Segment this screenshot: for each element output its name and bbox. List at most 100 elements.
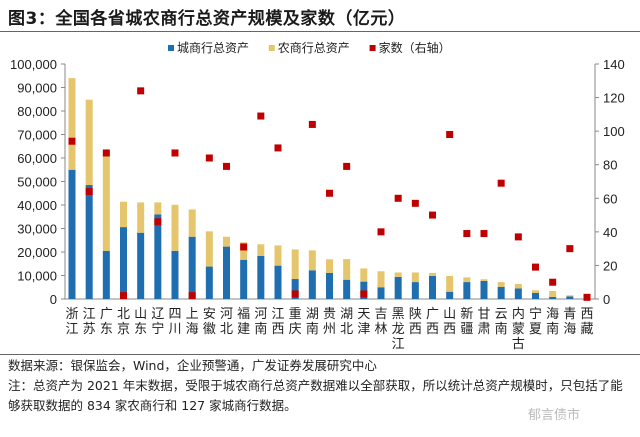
bar-city-黑龙江 [394,276,402,299]
x-tick-label: 津 [357,322,370,337]
x-tick-label: 福 [237,307,250,322]
source-text: 数据来源：银保监会，Wind，企业预警通，广发证券发展研究中心 [8,358,377,373]
bar-rural-上海 [188,209,196,237]
x-tick-label: 北 [340,322,353,337]
bar-rural-宁夏 [532,290,539,293]
x-tick-label: 徽 [203,322,216,337]
x-tick-label: 山 [443,307,456,322]
bar-city-安徽 [205,266,213,299]
x-tick-label: 宁 [529,306,542,322]
watermark: 郁言债市 [528,408,581,423]
right-tick-label: 80 [603,158,617,173]
x-tick-label: 四 [168,307,181,322]
bar-rural-北京 [120,201,127,228]
x-tick-label: 江 [271,307,284,322]
x-tick-label: 江 [83,307,96,322]
bar-city-甘肃 [480,280,488,299]
bar-city-上海 [188,236,196,299]
x-tick-label: 西 [426,322,439,337]
x-tick-label: 庆 [289,322,302,337]
divider [0,354,640,355]
bar-rural-山西 [446,275,454,292]
point-count-河南 [257,112,265,120]
bar-city-内蒙古 [514,288,522,299]
bar-city-海南 [549,296,557,299]
bar-rural-贵州 [326,259,333,273]
x-tick-label: 内 [512,306,525,322]
note-text: 注：总资产为 2021 年末数据，受限于城农商行总资产数据难以全部获取，所以统计… [8,378,623,413]
bar-rural-四川 [171,204,179,251]
x-tick-label: 海 [563,322,576,337]
left-tick-label: 70,000 [17,128,57,143]
bar-rural-青海 [566,295,574,297]
x-tick-label: 龙 [392,322,405,337]
x-tick-label: 青 [563,307,576,322]
point-count-湖北 [343,162,351,170]
x-tick-label: 西 [443,322,456,337]
right-tick-label: 0 [603,292,610,307]
x-tick-label: 重 [289,306,302,322]
bar-rural-安徽 [205,231,213,267]
chart: 0 10,000 20,000 30,000 40,000 50,000 60,000 70,… [10,40,625,352]
bar-city-河南 [257,255,265,299]
point-count-江西 [274,144,282,152]
point-count-青海 [566,245,574,253]
figure-title: 图3：全国各省城农商行总资产规模及家数（亿元） [8,9,406,29]
right-tick-label: 140 [603,57,625,72]
point-count-宁夏 [532,263,539,271]
legend-swatch [168,45,174,51]
left-tick-label: 90,000 [17,81,57,96]
x-tick-label: 湖 [306,307,319,322]
x-tick-label: 江 [392,337,405,352]
x-tick-label: 东 [100,322,113,337]
x-tick-label: 山 [134,307,147,322]
x-tick-label: 西 [580,307,593,322]
right-tick-label: 100 [603,124,625,139]
bar-city-广东 [102,250,110,299]
legend-swatch [369,45,376,51]
point-count-陕西 [411,199,419,207]
right-tick-label: 60 [603,191,617,206]
point-count-四川 [171,149,179,157]
bar-city-河北 [223,246,230,299]
point-count-上海 [188,292,196,300]
x-tick-label: 肃 [477,322,490,337]
point-count-黑龙江 [394,194,402,202]
divider [0,31,640,32]
right-tick-label: 40 [603,225,617,240]
point-count-内蒙古 [514,233,522,241]
x-tick-label: 南 [546,321,559,337]
bar-city-四川 [171,250,179,299]
x-tick-label: 疆 [460,322,473,337]
point-count-广西 [429,211,436,219]
bar-rural-浙江 [68,78,76,170]
x-tick-label: 黑 [392,307,405,322]
point-count-山西 [446,131,454,138]
point-count-山东 [137,87,145,95]
x-tick-label: 辽 [151,307,164,322]
point-count-吉林 [377,228,385,236]
point-count-浙江 [68,137,76,145]
left-tick-label: 50,000 [17,175,57,190]
x-tick-label: 古 [512,337,525,352]
bar-rural-江西 [274,245,282,266]
bar-city-北京 [120,227,127,299]
point-count-新疆 [463,230,471,238]
point-count-西藏 [583,293,591,301]
bar-city-青海 [566,296,574,299]
x-tick-label: 安 [203,307,216,322]
bar-rural-云南 [497,282,505,287]
bar-city-江西 [274,265,282,299]
bar-rural-海南 [549,291,557,297]
point-count-甘肃 [480,230,488,238]
bar-city-重庆 [291,279,299,299]
left-tick-label: 40,000 [17,198,57,213]
x-tick-label: 北 [117,307,130,322]
bar-rural-福建 [240,242,248,260]
x-tick-label: 江 [65,322,78,337]
x-tick-label: 苏 [83,321,96,337]
point-count-安徽 [205,154,213,162]
x-tick-label: 河 [254,307,267,322]
bar-city-福建 [240,259,248,299]
bar-rural-江苏 [85,99,93,186]
